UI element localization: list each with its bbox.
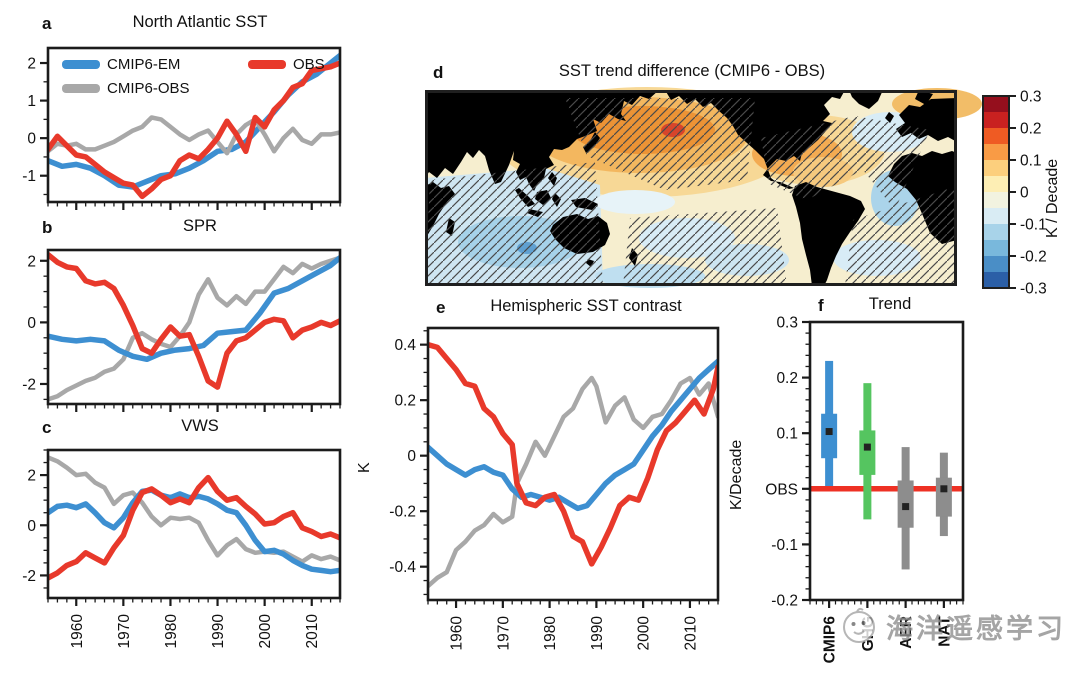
spr-chart: 2 0 -2: [22, 248, 342, 412]
panel-e-title: Hemispheric SST contrast: [490, 297, 682, 315]
round-face-logo-icon: [843, 607, 875, 643]
panel-b-title: SPR: [183, 217, 217, 235]
significance-hatching: [425, 98, 957, 286]
legend-swatch-obs: [248, 60, 286, 69]
svg-text:0.3: 0.3: [1020, 89, 1042, 106]
svg-text:1960: 1960: [69, 614, 86, 649]
svg-text:-0.2: -0.2: [389, 504, 416, 521]
svg-text:1960: 1960: [449, 616, 466, 651]
panel-d-title: SST trend difference (CMIP6 - OBS): [558, 62, 826, 80]
watermark: 海洋遥感学习: [838, 605, 1066, 647]
svg-text:-1: -1: [22, 168, 36, 185]
svg-text:2010: 2010: [682, 616, 699, 651]
svg-text:1980: 1980: [163, 614, 180, 649]
vws-chart: 2 0 -2 1960 1970 1980 1990 2000 2010: [22, 448, 342, 649]
legend-swatch-cmip6-em: [62, 60, 100, 69]
svg-text:0: 0: [27, 518, 36, 535]
svg-text:-2: -2: [22, 376, 36, 393]
legend-label-cmip6-em: CMIP6-EM: [107, 56, 181, 73]
legend-item-cmip6-em: CMIP6-EM: [62, 56, 180, 73]
panel-f-letter: f: [818, 296, 824, 315]
svg-text:1: 1: [27, 93, 36, 110]
svg-text:0.2: 0.2: [394, 393, 416, 410]
panel-a-letter: a: [42, 14, 52, 33]
svg-text:-0.3: -0.3: [1020, 281, 1047, 298]
panel-f-ylabel: K/Decade: [728, 439, 745, 510]
watermark-text: 海洋遥感学习: [886, 613, 1066, 644]
legend-swatch-cmip6-obs: [62, 84, 100, 93]
north-atlantic-sst-chart: 2 1 0 -1: [22, 46, 342, 210]
legend-item-cmip6-obs: CMIP6-OBS: [62, 80, 190, 97]
svg-text:-0.2: -0.2: [771, 593, 798, 610]
svg-text:OBS: OBS: [765, 481, 798, 498]
hemispheric-sst-contrast-chart: 0.4 0.2 0 -0.2 -0.4 1960 1970 1980 1990 2000 2010: [389, 326, 720, 651]
svg-text:1970: 1970: [116, 614, 133, 649]
panel-c-letter: c: [42, 418, 52, 437]
svg-text:0.2: 0.2: [1020, 121, 1042, 138]
panel-b-letter: b: [42, 218, 53, 237]
svg-text:0: 0: [27, 315, 36, 332]
svg-text:0: 0: [407, 448, 416, 465]
svg-text:2: 2: [27, 253, 36, 270]
panel-e-letter: e: [436, 298, 446, 317]
svg-text:-0.1: -0.1: [1020, 217, 1047, 234]
svg-text:1980: 1980: [542, 616, 559, 651]
sst-trend-difference-map: [425, 87, 982, 288]
svg-text:0.4: 0.4: [394, 337, 416, 354]
svg-text:-0.4: -0.4: [389, 559, 416, 576]
svg-text:2000: 2000: [636, 616, 653, 651]
panel-a-title: North Atlantic SST: [132, 13, 268, 31]
panel-c-title: VWS: [181, 417, 219, 435]
panel-f-title: Trend: [868, 295, 912, 313]
panel-d-letter: d: [433, 63, 444, 82]
colorbar: 0.3 0.2 0.1 0 -0.1 -0.2 -0.3: [982, 89, 1047, 298]
svg-text:0.1: 0.1: [776, 426, 798, 443]
colorbar-axis-label: K / Decade: [1044, 158, 1061, 238]
svg-text:0.2: 0.2: [776, 370, 798, 387]
svg-text:0.3: 0.3: [776, 315, 798, 332]
svg-text:1970: 1970: [495, 616, 512, 651]
svg-text:-0.1: -0.1: [771, 537, 798, 554]
svg-text:1990: 1990: [589, 616, 606, 651]
svg-text:CMIP6: CMIP6: [822, 616, 839, 664]
svg-text:2000: 2000: [257, 614, 274, 649]
svg-text:1990: 1990: [210, 614, 227, 649]
map-border: [425, 90, 957, 286]
svg-text:NAT: NAT: [936, 615, 953, 646]
svg-text:2010: 2010: [304, 614, 321, 649]
svg-text:AER: AER: [898, 616, 915, 649]
svg-text:2: 2: [27, 468, 36, 485]
svg-text:-2: -2: [22, 568, 36, 585]
panel-e-ylabel: K: [356, 462, 373, 473]
legend-label-cmip6-obs: CMIP6-OBS: [107, 80, 190, 97]
svg-text:-0.2: -0.2: [1020, 249, 1047, 266]
svg-text:0.1: 0.1: [1020, 153, 1042, 170]
legend-label-obs: OBS: [293, 56, 325, 73]
svg-text:0: 0: [1020, 185, 1029, 202]
legend-item-obs: OBS: [248, 56, 325, 73]
svg-text:0: 0: [27, 131, 36, 148]
svg-text:2: 2: [27, 56, 36, 73]
